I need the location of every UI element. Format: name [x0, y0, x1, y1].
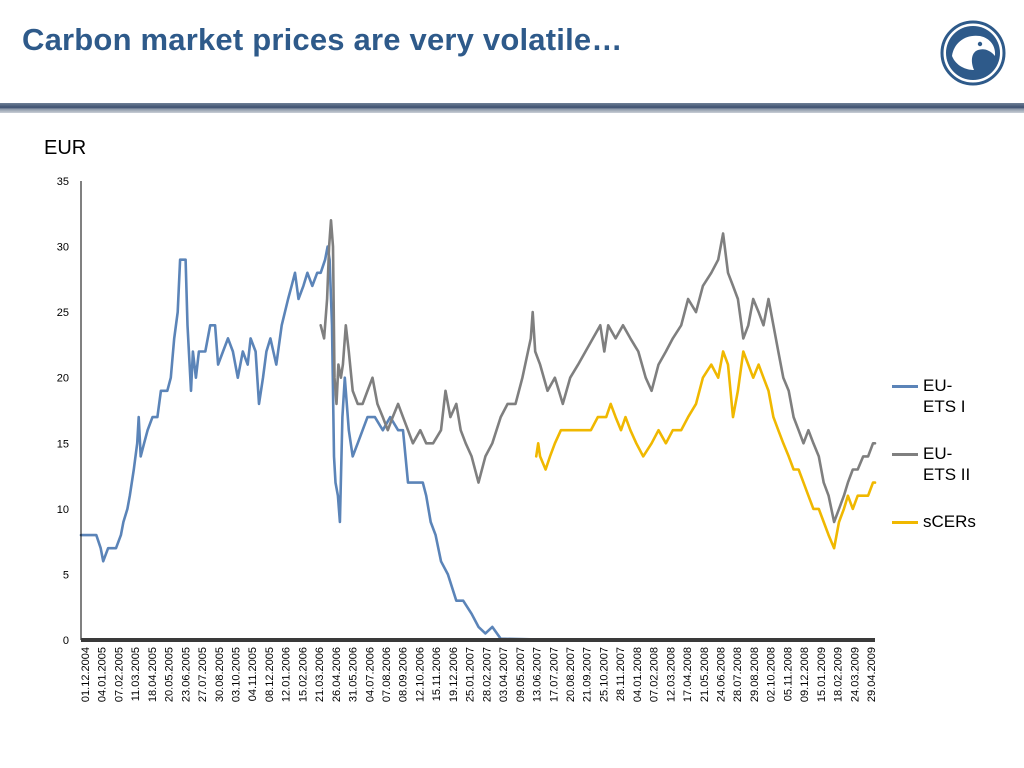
y-tick-label: 10: [57, 504, 69, 516]
y-tick-label: 15: [57, 438, 69, 450]
y-tick-label: 5: [63, 569, 69, 581]
x-tick-label: 04.01.2008: [632, 647, 644, 702]
x-tick-label: 31.05.2006: [348, 647, 360, 702]
x-tick-label: 09.05.2007: [515, 647, 527, 702]
x-tick-label: 19.12.2006: [448, 647, 460, 702]
x-tick-label: 13.06.2007: [532, 647, 544, 702]
x-tick-label: 03.10.2005: [231, 647, 243, 702]
x-tick-label: 12.03.2008: [665, 647, 677, 702]
x-tick-label: 17.04.2008: [682, 647, 694, 702]
y-tick-label: 30: [57, 242, 69, 254]
x-tick-label: 25.10.2007: [598, 647, 610, 702]
x-tick-label: 29.08.2008: [749, 647, 761, 702]
x-tick-label: 08.09.2006: [398, 647, 410, 702]
legend-label-scers: sCERs: [923, 512, 976, 531]
x-tick-label: 02.10.2008: [766, 647, 778, 702]
y-tick-label: 35: [57, 176, 69, 188]
x-tick-label: 20.05.2005: [164, 647, 176, 702]
x-tick-label: 21.03.2006: [314, 647, 326, 702]
title-divider: [0, 103, 1024, 113]
x-tick-label: 20.08.2007: [565, 647, 577, 702]
x-tick-label: 04.11.2005: [247, 647, 259, 701]
x-tick-label: 12.01.2006: [281, 647, 293, 702]
x-tick-label: 28.07.2008: [732, 647, 744, 702]
x-tick-label: 09.12.2008: [799, 647, 811, 702]
y-axis-unit-label: EUR: [44, 137, 87, 159]
x-tick-label: 23.06.2005: [180, 647, 192, 702]
legend-swatch-eu-ets-ii: [892, 453, 918, 456]
x-tick-label: 28.11.2007: [615, 647, 627, 701]
x-tick-label: 21.09.2007: [582, 647, 594, 702]
legend-label-eu-ets-i: EU- ETS I: [923, 376, 966, 416]
x-tick-label: 27.07.2005: [197, 647, 209, 702]
legend-swatch-eu-ets-i: [892, 385, 918, 388]
x-tick-label: 24.06.2008: [715, 647, 727, 702]
x-tick-label: 17.07.2007: [548, 647, 560, 702]
x-tick-label: 07.02.2005: [113, 647, 125, 702]
x-tick-label: 25.01.2007: [465, 647, 477, 702]
x-tick-label: 30.08.2005: [214, 647, 226, 702]
eagle-head-logo-icon: [940, 20, 1006, 86]
x-tick-label: 04.01.2005: [97, 647, 109, 702]
series-line-scers: [534, 350, 877, 550]
series-line-eu-ets-ii: [319, 219, 877, 524]
x-tick-label: 15.01.2009: [816, 647, 828, 702]
y-tick-label: 0: [63, 635, 69, 647]
x-tick-label: 04.07.2006: [364, 647, 376, 702]
x-tick-label: 01.12.2004: [80, 647, 92, 702]
x-tick-label: 11.03.2005: [130, 647, 142, 701]
x-tick-label: 21.05.2008: [699, 647, 711, 702]
y-tick-label: 25: [57, 307, 69, 319]
x-tick-label: 07.02.2008: [649, 647, 661, 702]
x-tick-label: 05.11.2008: [782, 647, 794, 701]
x-tick-label: 03.04.2007: [498, 647, 510, 702]
legend-swatch-scers: [892, 521, 918, 524]
x-tick-label: 28.02.2007: [481, 647, 493, 702]
x-tick-label: 12.10.2006: [414, 647, 426, 702]
x-tick-label: 29.04.2009: [866, 647, 878, 702]
x-tick-label: 18.04.2005: [147, 647, 159, 702]
x-tick-label: 15.11.2006: [431, 647, 443, 701]
slide-title: Carbon market prices are very volatile…: [22, 22, 623, 57]
y-tick-label: 20: [57, 373, 69, 385]
x-tick-label: 26.04.2006: [331, 647, 343, 702]
x-tick-label: 08.12.2005: [264, 647, 276, 702]
x-tick-label: 15.02.2006: [297, 647, 309, 702]
legend-label-eu-ets-ii: EU- ETS II: [923, 444, 971, 484]
x-tick-label: 18.02.2009: [833, 647, 845, 702]
series-line-eu-ets-i: [79, 245, 575, 641]
x-tick-label: 07.08.2006: [381, 647, 393, 702]
x-tick-label: 24.03.2009: [849, 647, 861, 702]
